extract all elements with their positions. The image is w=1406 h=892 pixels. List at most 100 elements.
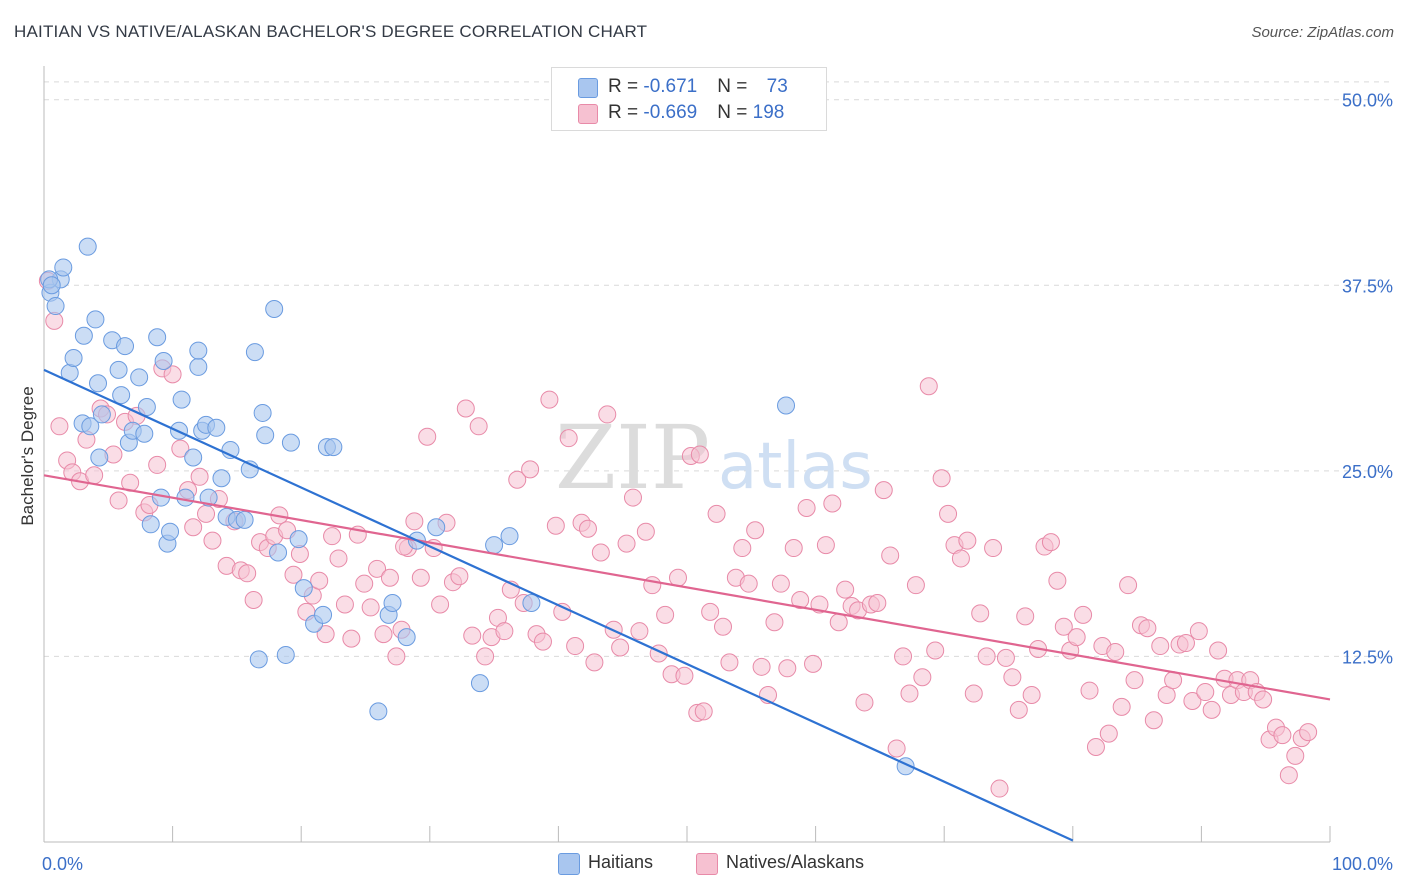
data-point-haitians	[314, 605, 333, 624]
data-point-haitians	[154, 351, 173, 370]
data-point-natives	[964, 684, 983, 703]
data-point-haitians	[369, 702, 388, 721]
data-point-natives	[932, 469, 951, 488]
data-point-haitians	[212, 469, 231, 488]
data-point-natives	[284, 565, 303, 584]
data-point-natives	[1157, 686, 1176, 705]
data-point-natives	[598, 405, 617, 424]
data-point-haitians	[294, 579, 313, 598]
legend-n-value: 73	[766, 76, 788, 97]
data-point-natives	[533, 632, 552, 651]
data-point-natives	[707, 504, 726, 523]
data-point-haitians	[500, 527, 519, 546]
data-point-natives	[1279, 766, 1298, 785]
data-point-natives	[1196, 683, 1215, 702]
data-point-haitians	[89, 374, 108, 393]
legend-r-value: -0.669	[643, 102, 698, 123]
data-point-natives	[463, 626, 482, 645]
data-point-natives	[984, 539, 1003, 558]
data-point-natives	[1054, 617, 1073, 636]
data-point-natives	[335, 595, 354, 614]
legend-n-label: N =	[717, 102, 753, 123]
data-point-natives	[630, 622, 649, 641]
data-point-natives	[906, 576, 925, 595]
data-point-natives	[411, 568, 430, 587]
legend-swatch-haitians	[578, 78, 598, 98]
data-point-natives	[578, 519, 597, 538]
data-point-natives	[1176, 634, 1195, 653]
data-point-haitians	[64, 349, 83, 368]
data-point-natives	[874, 481, 893, 500]
data-point-natives	[675, 666, 694, 685]
data-point-haitians	[141, 515, 160, 534]
data-point-natives	[939, 504, 958, 523]
data-point-haitians	[116, 337, 135, 356]
data-point-natives	[1022, 686, 1041, 705]
data-point-natives	[109, 491, 128, 510]
data-point-natives	[521, 460, 540, 479]
data-point-natives	[323, 527, 342, 546]
data-point-natives	[361, 598, 380, 617]
data-point-natives	[1009, 700, 1028, 719]
data-point-haitians	[199, 488, 218, 507]
data-point-natives	[85, 466, 104, 485]
data-point-natives	[990, 779, 1009, 798]
data-point-natives	[720, 653, 739, 672]
data-point-natives	[894, 647, 913, 666]
data-point-natives	[1016, 607, 1035, 626]
data-point-haitians	[42, 276, 61, 295]
data-point-haitians	[253, 403, 272, 422]
data-point-natives	[244, 591, 263, 610]
y-tick-label: 50.0%	[1342, 91, 1393, 111]
data-point-natives	[203, 531, 222, 550]
data-point-natives	[694, 702, 713, 721]
data-point-natives	[823, 494, 842, 513]
data-point-natives	[1112, 697, 1131, 716]
data-point-natives	[733, 539, 752, 558]
data-point-natives	[690, 445, 709, 464]
legend-swatch-natives	[578, 104, 598, 124]
data-point-natives	[380, 568, 399, 587]
data-point-natives	[816, 536, 835, 555]
data-point-natives	[636, 522, 655, 541]
data-point-haitians	[522, 593, 541, 612]
data-point-natives	[958, 531, 977, 550]
data-point-natives	[804, 654, 823, 673]
bottom-legend-label: Natives/Alaskans	[726, 852, 865, 872]
data-point-natives	[355, 574, 374, 593]
data-point-natives	[1074, 605, 1093, 624]
data-point-haitians	[78, 237, 97, 256]
data-point-natives	[1041, 533, 1060, 552]
data-point-natives	[1099, 724, 1118, 743]
data-point-natives	[1144, 711, 1163, 730]
data-point-natives	[342, 629, 361, 648]
data-point-haitians	[81, 417, 100, 436]
data-point-haitians	[90, 448, 109, 467]
series-haitians-points	[40, 237, 915, 776]
legend-n-label: N =	[717, 76, 753, 97]
data-point-natives	[1138, 619, 1157, 638]
data-point-natives	[1286, 746, 1305, 765]
data-point-natives	[1254, 690, 1273, 709]
legend-swatch-natives	[696, 853, 718, 875]
data-point-natives	[797, 498, 816, 517]
data-point-natives	[476, 647, 495, 666]
data-point-haitians	[777, 396, 796, 415]
data-point-natives	[1106, 642, 1125, 661]
data-point-haitians	[383, 593, 402, 612]
data-point-haitians	[245, 343, 264, 362]
data-point-haitians	[137, 398, 156, 417]
data-point-haitians	[161, 522, 180, 541]
data-point-haitians	[189, 357, 208, 376]
data-point-natives	[996, 648, 1015, 667]
chart-title: HAITIAN VS NATIVE/ALASKAN BACHELOR'S DEG…	[14, 22, 648, 41]
data-point-haitians	[281, 433, 300, 452]
data-point-natives	[855, 693, 874, 712]
data-point-natives	[368, 559, 387, 578]
data-point-natives	[1183, 691, 1202, 710]
data-point-haitians	[470, 674, 489, 693]
data-point-haitians	[397, 628, 416, 647]
y-tick-label: 37.5%	[1342, 276, 1393, 296]
x-tick-label: 0.0%	[42, 854, 83, 874]
